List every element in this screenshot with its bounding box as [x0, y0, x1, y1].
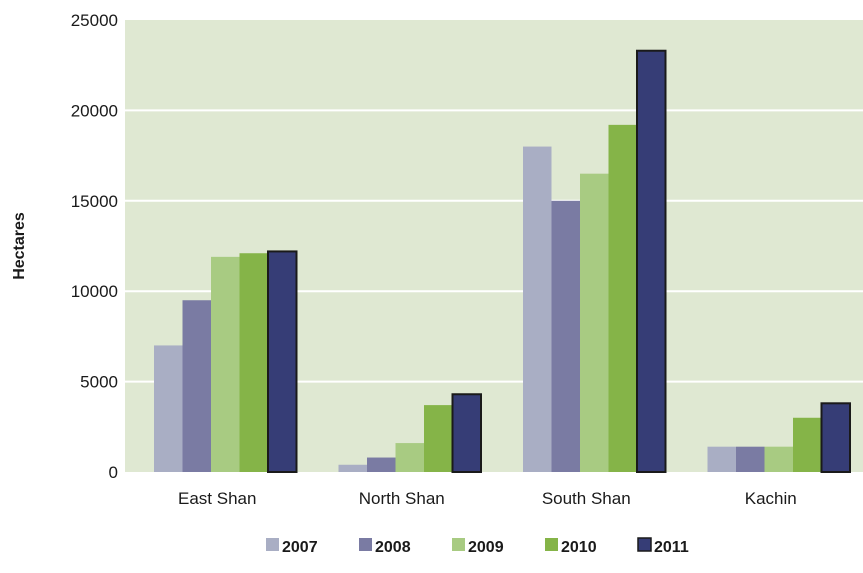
bar-2010-kachin	[793, 417, 822, 472]
bar-2011-south-shan	[636, 49, 667, 474]
bar-2010-south-shan	[608, 124, 637, 472]
y-tick-label: 5000	[80, 373, 118, 392]
y-tick-label: 0	[109, 463, 118, 482]
bar-2011-north-shan	[451, 393, 482, 474]
legend-label-2009: 2009	[468, 539, 504, 556]
bar-2011-east-shan	[267, 250, 298, 473]
y-tick-label: 10000	[71, 282, 118, 301]
category-label: East Shan	[178, 489, 256, 508]
bar-2010-north-shan	[424, 405, 453, 472]
bar-2011-kachin	[820, 402, 851, 473]
bar-2009-kachin	[764, 446, 793, 472]
bars	[154, 49, 851, 474]
legend-swatch-2009	[452, 538, 465, 551]
legend-swatch-2008	[359, 538, 372, 551]
legend-label-2008: 2008	[375, 539, 411, 556]
legend-label-2011: 2011	[654, 539, 689, 556]
y-axis-ticks: 0 5000 10000 15000 20000 25000	[71, 11, 118, 482]
bar-2009-east-shan	[211, 256, 240, 472]
category-label: South Shan	[542, 489, 631, 508]
bar-2009-south-shan	[580, 173, 609, 472]
bar-2010-east-shan	[239, 253, 268, 472]
bar-2007-kachin	[707, 446, 736, 472]
legend-label-2007: 2007	[282, 539, 318, 556]
bar-2007-south-shan	[523, 146, 552, 472]
legend-swatch-2010	[545, 538, 558, 551]
bar-2008-north-shan	[367, 457, 396, 472]
category-label: North Shan	[359, 489, 445, 508]
y-tick-label: 25000	[71, 11, 118, 30]
bar-2008-east-shan	[182, 300, 211, 472]
bar-2007-east-shan	[154, 345, 183, 472]
legend-swatch-2011	[637, 537, 652, 552]
y-tick-label: 20000	[71, 101, 118, 120]
bar-2008-kachin	[736, 446, 765, 472]
legend: 2007 2008 2009 2010 2011	[266, 537, 689, 556]
y-tick-label: 15000	[71, 192, 118, 211]
category-label: Kachin	[745, 489, 797, 508]
bar-2008-south-shan	[551, 200, 580, 473]
bar-2007-north-shan	[338, 464, 367, 472]
legend-label-2010: 2010	[561, 539, 597, 556]
y-axis-label: Hectares	[11, 212, 28, 280]
bar-2009-north-shan	[395, 443, 424, 472]
x-axis-labels: East Shan North Shan South Shan Kachin	[178, 489, 797, 508]
legend-swatch-2007	[266, 538, 279, 551]
